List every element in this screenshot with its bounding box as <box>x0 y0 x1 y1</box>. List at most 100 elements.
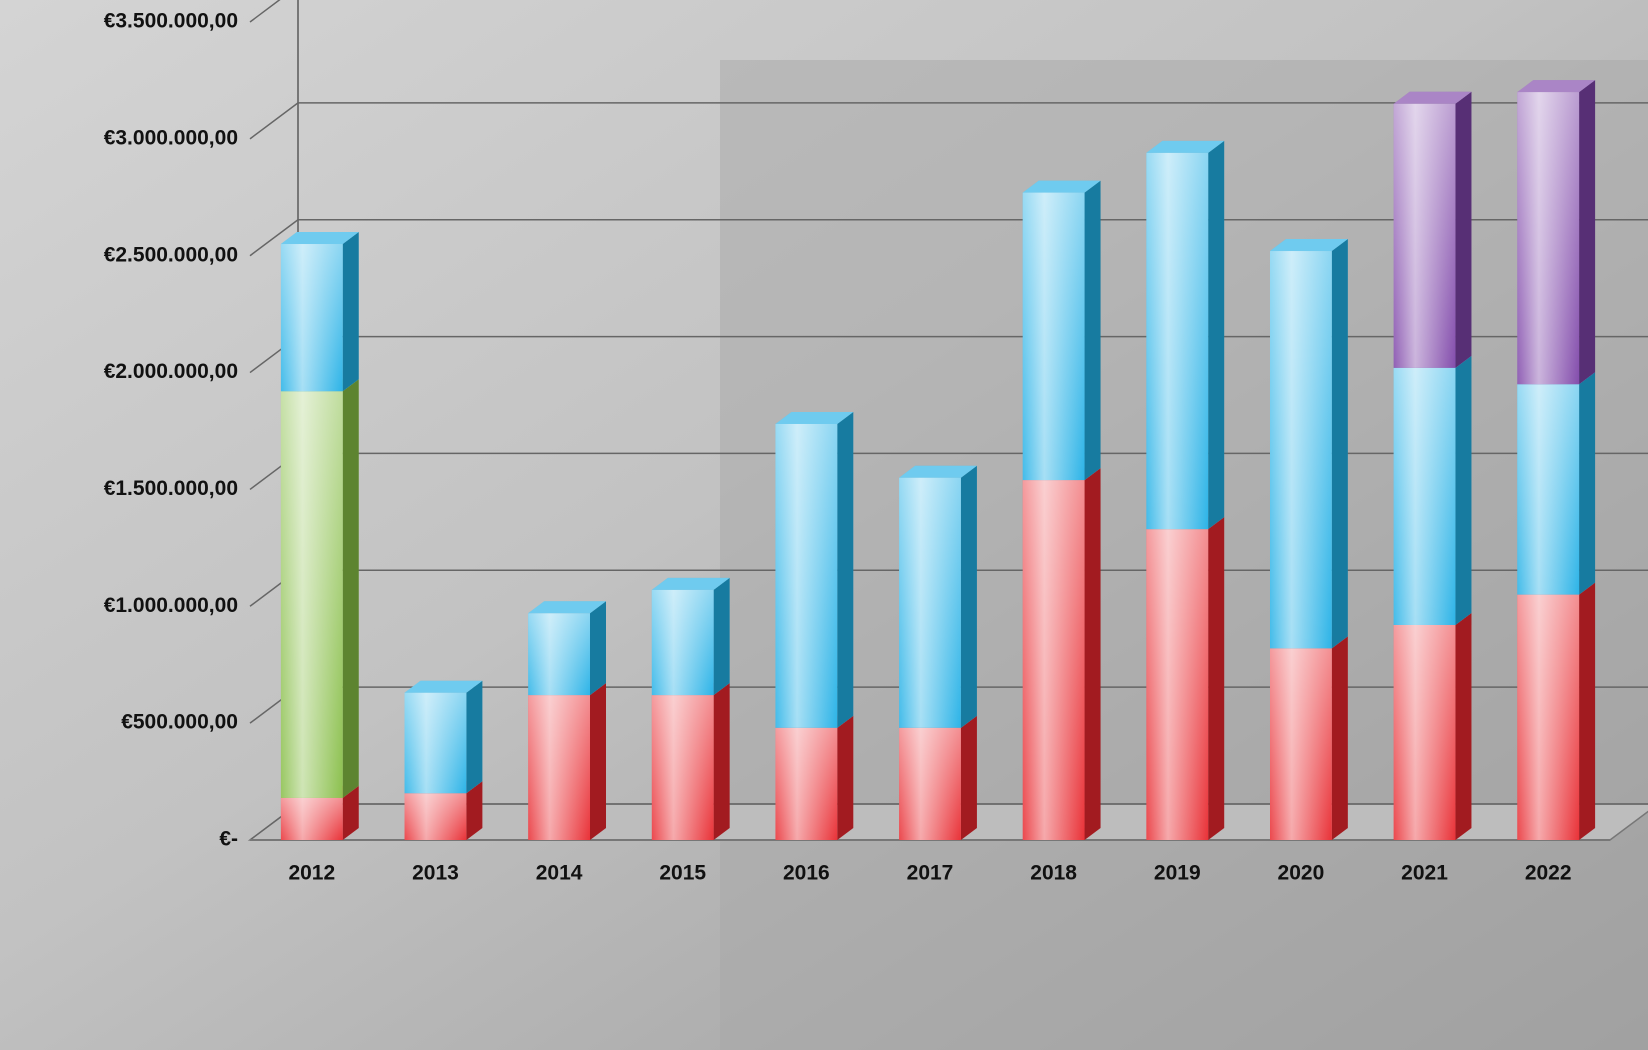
bar-side <box>342 379 359 798</box>
bar-side-shade <box>1331 239 1348 649</box>
bar-top <box>899 465 977 478</box>
bar-side-shade <box>1208 140 1225 530</box>
bar-top-shine <box>280 232 359 245</box>
bar <box>651 577 730 696</box>
bar-front-gloss <box>775 423 838 728</box>
bar-side <box>1579 582 1596 840</box>
x-tick-label: 2013 <box>412 862 459 885</box>
bar-front-gloss <box>280 797 343 840</box>
bar-side-shade <box>1208 517 1225 840</box>
bar-side <box>1579 372 1596 595</box>
bar <box>1146 140 1225 530</box>
bar-side-shade <box>960 465 977 728</box>
x-tick-label: 2017 <box>907 862 954 885</box>
bar <box>1393 355 1472 625</box>
bar-top-shine <box>1022 180 1101 193</box>
bar-side <box>590 683 606 840</box>
bar-side-shade <box>1579 372 1596 595</box>
bar-side <box>1208 517 1225 840</box>
bar-side <box>466 680 483 794</box>
bar-side <box>1579 80 1596 385</box>
bar-side-shade <box>1084 180 1101 481</box>
bar <box>1146 517 1225 840</box>
y-tick-label: €2.000.000,00 <box>104 360 238 383</box>
bar-side-shade <box>466 781 483 840</box>
y-tick-label: €- <box>219 828 238 851</box>
bar-top-shine <box>1146 140 1225 153</box>
bar-top <box>280 232 359 245</box>
bar-top-shine <box>1270 239 1348 252</box>
bar-front-gloss <box>651 695 714 840</box>
bar-front-gloss <box>1146 529 1209 840</box>
x-tick-label: 2018 <box>1030 862 1077 885</box>
y-tick-label: €1.500.000,00 <box>104 477 238 500</box>
bar-side-shade <box>590 601 606 696</box>
bar-side-shade <box>590 683 606 840</box>
x-tick-label: 2016 <box>783 862 830 885</box>
bar <box>775 411 854 728</box>
bar-side-shade <box>960 715 977 840</box>
bar <box>1393 91 1472 368</box>
bar-side-shade <box>1455 355 1472 625</box>
bar-side-shade <box>837 715 854 840</box>
bar <box>528 601 606 696</box>
bar-side-shade <box>1084 468 1101 840</box>
bar-top <box>1393 91 1472 104</box>
bar <box>1517 80 1596 385</box>
bar-side-shade <box>342 232 359 392</box>
bar-top-shine <box>899 465 977 478</box>
bar <box>1517 582 1596 840</box>
bar-side <box>1455 612 1472 840</box>
bar-front-gloss <box>1022 192 1085 481</box>
x-tick-label: 2020 <box>1278 862 1325 885</box>
bar-front-gloss <box>1517 92 1580 385</box>
bar-side <box>342 232 359 392</box>
bar-top <box>1517 80 1596 93</box>
bar-top <box>775 411 854 424</box>
bar-top <box>1146 140 1225 153</box>
bar-front-gloss <box>651 589 714 696</box>
bar-side <box>837 411 854 728</box>
bar-front-gloss <box>528 613 590 696</box>
bar-side-shade <box>1331 636 1348 840</box>
bar-side <box>1455 91 1472 368</box>
bar-side <box>960 465 977 728</box>
bar-side <box>1084 180 1101 481</box>
bar <box>1270 636 1348 840</box>
bar-side-shade <box>466 680 483 794</box>
bar-side-shade <box>342 379 359 798</box>
bar <box>775 715 854 840</box>
bar-top-shine <box>404 680 483 693</box>
grid-line-side <box>249 102 299 140</box>
bar-front-gloss <box>1270 251 1332 649</box>
bar-front-gloss <box>1270 648 1332 840</box>
bar-side <box>1208 140 1225 530</box>
bar-top-shine <box>1393 91 1472 104</box>
bar-side <box>1084 468 1101 840</box>
bar-top <box>1022 180 1101 193</box>
bar-top <box>651 577 730 590</box>
bar-top-shine <box>1517 80 1596 93</box>
bar-front-gloss <box>1517 384 1580 595</box>
bar <box>404 680 483 794</box>
bar-side-shade <box>713 683 730 840</box>
y-tick-label: €2.500.000,00 <box>104 243 238 266</box>
y-tick-label: €3.500.000,00 <box>104 10 238 33</box>
bar-side-shade <box>1455 91 1472 368</box>
bar-front-gloss <box>1393 624 1456 840</box>
grid-line-side <box>249 219 299 257</box>
bar <box>280 379 359 798</box>
bar-front-gloss <box>404 793 467 840</box>
bar <box>651 683 730 840</box>
bar <box>1022 468 1101 840</box>
bar-side-shade <box>1579 80 1596 385</box>
bar-top <box>528 601 606 614</box>
bar-side-shade <box>1579 582 1596 840</box>
bar-side <box>713 577 730 696</box>
x-tick-label: 2014 <box>536 862 583 885</box>
x-tick-label: 2021 <box>1401 862 1448 885</box>
bar <box>899 465 977 728</box>
y-tick-label: €3.000.000,00 <box>104 126 238 149</box>
